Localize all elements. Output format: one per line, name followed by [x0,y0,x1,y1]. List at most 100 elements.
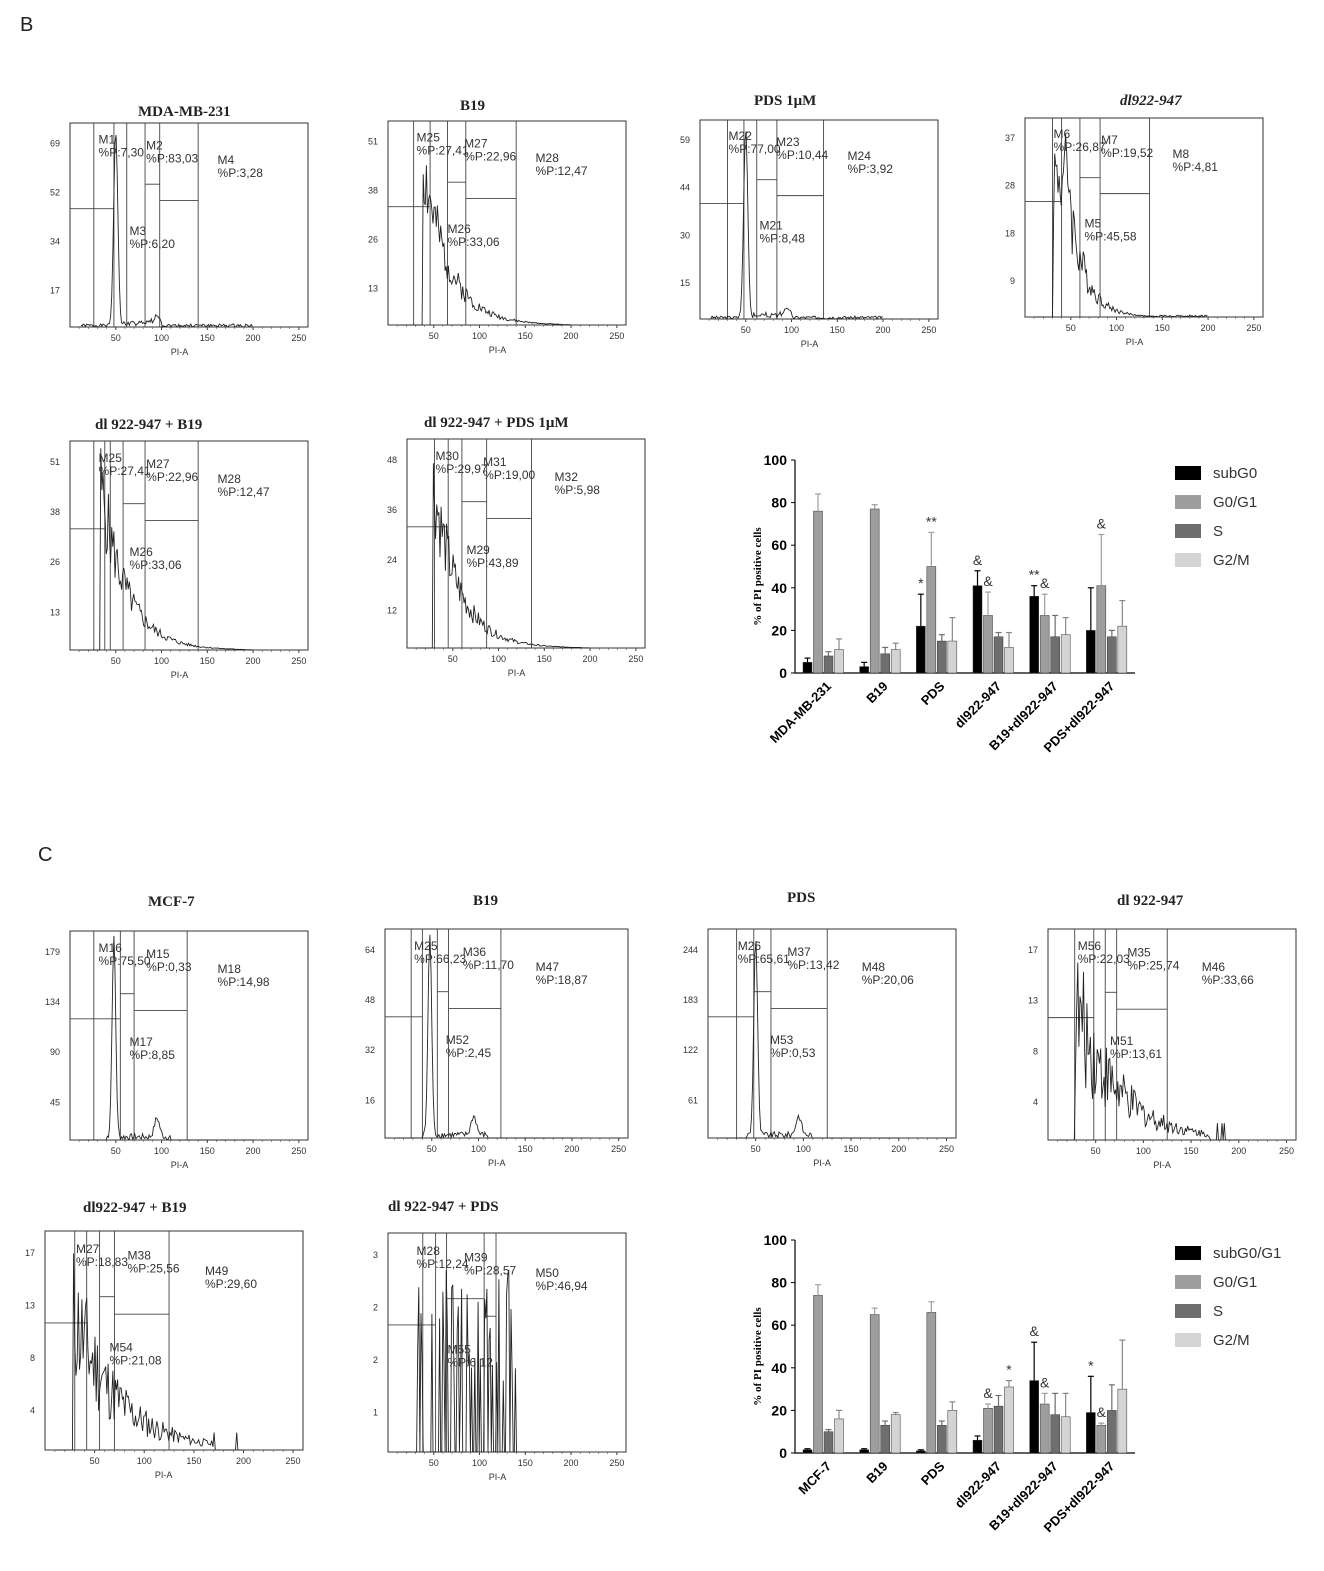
legend-swatch [1175,1304,1201,1318]
x-tick-label: 200 [876,325,891,335]
y-tick-label: 122 [683,1045,698,1055]
x-axis-label: PI-A [488,1158,506,1168]
bar [937,640,947,674]
x-tick-label: 150 [518,1458,533,1468]
gate-name: M48 [862,960,886,974]
hist-title: MCF-7 [148,894,195,910]
gate-name: M50 [536,1266,560,1280]
significance-mark: ** [926,513,937,529]
histogram-trace [1036,133,1208,318]
y-axis-label: % of PI positive cells [752,527,764,626]
y-tick-label: 80 [771,1275,787,1291]
gate-name: M4 [218,153,235,167]
gate-name: M21 [760,218,784,232]
legend-label: subG0 [1213,465,1257,482]
bar-chart-c: 0 20 40 60 80 100 % of PI positive cells MCF-7 B… [752,1232,1281,1535]
x-axis-label: PI-A [171,347,189,357]
x-axis-label: PI-A [489,1472,507,1482]
y-tick-label: 48 [387,455,397,465]
y-tick-label: 52 [50,187,60,197]
y-tick-label: 60 [771,1317,787,1333]
histogram-trace [719,941,898,1139]
x-tick-label: 150 [200,656,215,666]
bar [1086,1412,1096,1454]
bar [1004,1386,1014,1454]
gate-percent: %P:28,57 [464,1263,516,1277]
bar-chart-b: 0 20 40 60 80 100 % of PI positive cells MDA-MB… [752,452,1257,755]
gate-percent: %P:0,53 [770,1046,816,1060]
x-tick-label: 150 [518,331,533,341]
x-tick-label: 50 [741,325,751,335]
legend-swatch [1175,1333,1201,1347]
panel-letter-c: C [38,844,53,866]
bar [869,508,880,674]
bar [972,1439,983,1454]
significance-mark: & [983,573,993,589]
y-tick-label: 26 [50,557,60,567]
y-tick-label: 100 [764,1232,788,1248]
y-tick-label: 44 [680,183,690,193]
gate-name: M17 [130,1035,154,1049]
x-tick-label: 150 [200,333,215,343]
bar [890,1414,901,1454]
x-tick-label: 50 [751,1144,761,1154]
histogram-trace [80,135,253,328]
bar [1039,615,1050,674]
y-tick-label: 9 [1010,276,1015,286]
y-tick-label: 100 [764,452,788,468]
hist-title: B19 [460,98,486,114]
bar [1050,1414,1060,1454]
histogram-trace [710,131,883,320]
gate-name: M27 [146,457,170,471]
flow-histogram: 64 48 32 16 50 100 150 200 250 PI-A M25%P:66,23M36… [365,928,629,1168]
y-tick-label: 12 [387,605,397,615]
gate-name: M30 [436,449,460,463]
y-tick-label: 183 [683,995,698,1005]
x-tick-label: 50 [1091,1146,1101,1156]
x-tick-label: 50 [427,1144,437,1154]
gate-name: M26 [130,545,154,559]
gate-percent: %P:29,97 [436,462,488,476]
y-tick-label: 64 [365,945,375,955]
hist-title: MDA-MB-231 [138,104,231,120]
y-tick-label: 244 [683,945,698,955]
y-tick-label: 4 [30,1406,35,1416]
gate-percent: %P:45,58 [1085,229,1137,243]
significance-mark: & [1097,1404,1107,1420]
bar [802,1449,813,1454]
gate-percent: %P:66,23 [414,952,466,966]
x-tick-label: 50 [111,656,121,666]
x-tick-label: 250 [291,656,306,666]
gate-percent: %P:43,89 [467,556,519,570]
bar [916,1450,926,1454]
flow-histogram: 59 44 30 15 50 100 150 200 250 PI-A M22%P:77,00M23… [680,119,939,349]
significance-mark: * [918,575,924,591]
gate-name: M28 [218,472,242,486]
histogram-trace [56,1253,243,1451]
y-tick-label: 8 [30,1353,35,1363]
gate-name: M51 [1110,1034,1134,1048]
x-tick-label: 100 [1109,323,1124,333]
gate-name: M47 [536,960,560,974]
y-tick-label: 18 [1005,228,1015,238]
gate-percent: %P:46,94 [536,1279,588,1293]
x-tick-label: 200 [236,1456,251,1466]
y-tick-label: 15 [680,278,690,288]
y-tick-label: 61 [688,1095,698,1105]
gate-percent: %P:10,44 [776,148,828,162]
gate-name: M16 [99,941,123,955]
gate-percent: %P:22,03 [1078,952,1130,966]
histogram-trace [399,1269,571,1453]
gate-percent: %P:27,41 [417,143,469,157]
gate-percent: %P:26,87 [1054,140,1106,154]
x-tick-label: 100 [154,656,169,666]
y-tick-label: 24 [387,555,397,565]
significance-mark: & [983,1385,993,1401]
gate-name: M27 [464,137,488,151]
x-tick-label: 200 [246,656,261,666]
y-tick-label: 8 [1033,1046,1038,1056]
x-tick-label: 100 [154,1146,169,1156]
x-tick-label: B19 [863,679,890,706]
gate-percent: %P:22,96 [146,470,198,484]
